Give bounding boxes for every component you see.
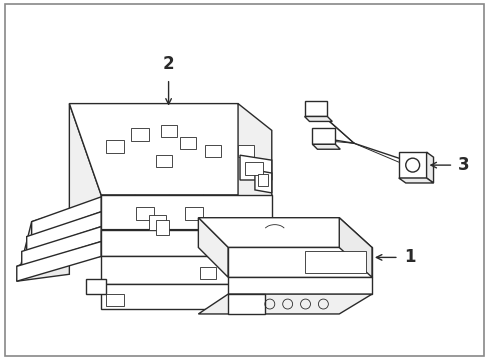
Polygon shape — [21, 227, 101, 266]
Text: 3: 3 — [457, 156, 469, 174]
Polygon shape — [238, 104, 271, 197]
Polygon shape — [339, 218, 371, 277]
Polygon shape — [17, 230, 271, 266]
Text: 1: 1 — [403, 248, 414, 266]
Bar — [131, 129, 148, 141]
Bar — [304, 251, 366, 273]
Polygon shape — [228, 294, 264, 314]
Polygon shape — [426, 152, 433, 183]
Bar — [86, 279, 106, 294]
Bar — [106, 294, 123, 306]
Polygon shape — [27, 212, 101, 251]
Polygon shape — [198, 294, 371, 314]
Polygon shape — [198, 218, 371, 247]
Text: 2: 2 — [163, 55, 174, 73]
Polygon shape — [254, 170, 271, 193]
Polygon shape — [198, 218, 228, 277]
Polygon shape — [32, 197, 101, 237]
Bar — [244, 162, 263, 175]
Polygon shape — [69, 104, 101, 230]
Polygon shape — [101, 284, 271, 309]
Polygon shape — [136, 207, 153, 220]
Polygon shape — [240, 155, 271, 180]
Polygon shape — [155, 220, 168, 235]
Bar — [257, 174, 267, 186]
Bar — [200, 267, 216, 279]
Polygon shape — [304, 100, 326, 117]
Polygon shape — [304, 117, 332, 121]
Bar — [155, 155, 171, 167]
Polygon shape — [228, 277, 371, 294]
Bar — [106, 140, 123, 153]
Polygon shape — [27, 239, 69, 271]
Bar — [238, 145, 253, 157]
Polygon shape — [69, 104, 271, 195]
Polygon shape — [101, 195, 271, 230]
Polygon shape — [17, 242, 101, 281]
Polygon shape — [185, 207, 203, 220]
Polygon shape — [17, 210, 69, 281]
Polygon shape — [148, 215, 165, 230]
Polygon shape — [312, 144, 340, 149]
Polygon shape — [101, 230, 271, 256]
Polygon shape — [32, 228, 69, 253]
Bar — [205, 145, 221, 157]
Polygon shape — [228, 247, 371, 277]
Bar — [180, 137, 196, 149]
Bar — [398, 152, 426, 178]
Bar — [161, 125, 176, 137]
Polygon shape — [101, 256, 271, 284]
Polygon shape — [312, 129, 335, 144]
Polygon shape — [398, 178, 433, 183]
